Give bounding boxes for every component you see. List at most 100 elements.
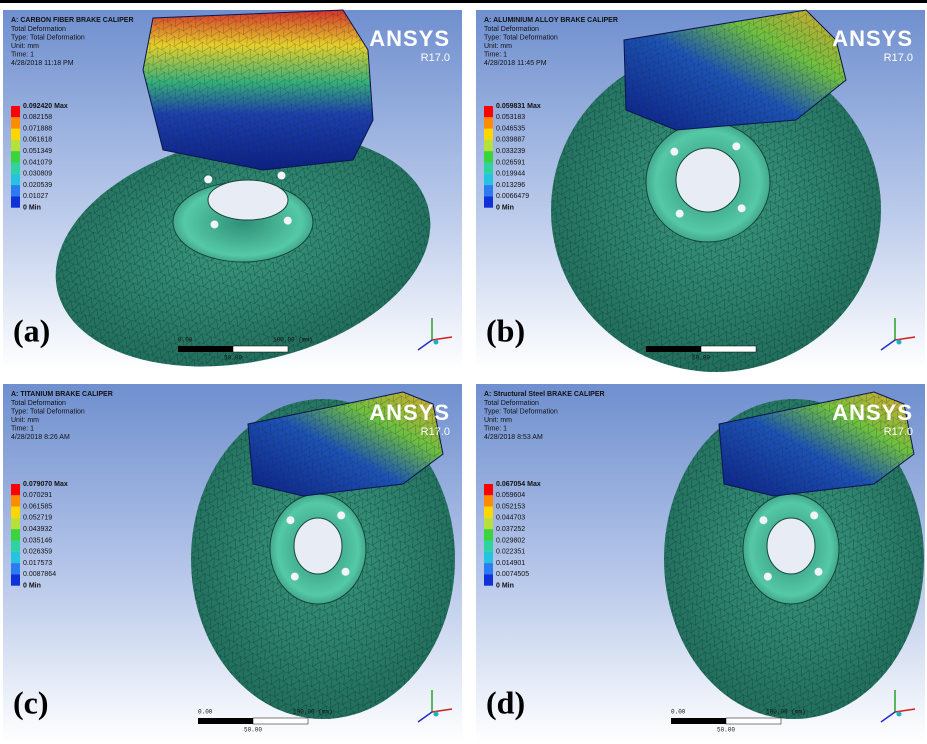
legend-swatch: [11, 563, 20, 575]
legend-swatch: [11, 162, 20, 174]
legend-label: 0.052719: [23, 515, 52, 522]
legend-swatch: [11, 128, 20, 140]
legend-swatch: [484, 506, 493, 518]
bolt-hole: [277, 171, 286, 180]
legend-swatch: [11, 117, 20, 129]
scale-bar-white: [700, 345, 757, 353]
legend-swatch: [484, 574, 493, 586]
top-rule: [0, 0, 927, 3]
triad-origin: [896, 339, 902, 345]
legend-swatch: [11, 185, 20, 197]
legend-swatch: [484, 128, 493, 140]
triad-x: [431, 708, 453, 713]
legend-swatch: [11, 106, 20, 118]
legend-swatch: [11, 196, 20, 208]
scale-bar-black: [178, 346, 233, 352]
triad-x: [894, 708, 916, 713]
header-line: Total Deformation: [484, 26, 539, 33]
bolt-hole: [204, 175, 213, 184]
legend-swatch: [11, 151, 20, 163]
header-line: 4/28/2018 8:53 AM: [484, 434, 543, 441]
legend-label: 0.020539: [23, 182, 52, 189]
legend-swatch: [484, 551, 493, 564]
legend-label: 0.061618: [23, 137, 52, 144]
scale-mid: 50.00: [244, 727, 262, 734]
legend-label: 0.092420 Max: [23, 103, 68, 110]
legend-label: 0.043932: [23, 526, 52, 533]
legend-swatch: [11, 173, 20, 186]
triad-z: [417, 711, 433, 723]
bolt-hole: [210, 220, 219, 229]
legend-swatch: [484, 484, 493, 496]
bolt-hole: [810, 511, 819, 520]
legend-label: 0.067054 Max: [496, 481, 541, 488]
legend-swatch: [11, 139, 20, 152]
hub-bore: [766, 517, 816, 575]
header-line: Type: Total Deformation: [484, 34, 558, 41]
triad-x: [431, 336, 453, 341]
legend-label: 0 Min: [23, 583, 41, 590]
legend-swatch: [484, 517, 493, 530]
triad-z: [417, 339, 433, 351]
scale-start: 0.00: [671, 709, 686, 716]
legend-label: 0.033239: [496, 148, 525, 155]
panel-label: (d): [486, 684, 525, 720]
logo-brand: ANSYS: [369, 26, 450, 51]
scale-bar-white: [725, 717, 782, 725]
legend-swatch: [484, 196, 493, 208]
legend-swatch: [484, 173, 493, 186]
header-line: Total Deformation: [484, 400, 539, 407]
legend-swatch: [11, 529, 20, 541]
bolt-hole: [763, 572, 772, 581]
legend-label: 0 Min: [496, 583, 514, 590]
scale-end: 100.00 (mm): [293, 709, 333, 716]
header-line: Time: 1: [484, 425, 507, 432]
header-line: Time: 1: [11, 425, 34, 432]
legend-label: 0.082158: [23, 114, 52, 121]
legend-swatch: [11, 551, 20, 564]
legend-swatch: [484, 139, 493, 152]
panel: A: ALUMINIUM ALLOY BRAKE CALIPER Total De…: [476, 9, 925, 372]
caliper-mesh: [719, 392, 914, 496]
legend-label: 0 Min: [496, 205, 514, 212]
hub-bore: [293, 517, 343, 575]
header-title: A: Structural Steel BRAKE CALIPER: [484, 391, 605, 398]
legend-label: 0.029802: [496, 537, 525, 544]
legend-label: 0.022351: [496, 549, 525, 556]
legend-swatch: [484, 117, 493, 129]
bolt-hole: [675, 209, 684, 218]
header-line: Type: Total Deformation: [11, 408, 85, 415]
triad-z: [880, 339, 896, 351]
legend-label: 0.039887: [496, 137, 525, 144]
bolt-hole: [290, 572, 299, 581]
panel-label: (c): [13, 684, 49, 720]
header-line: Unit: mm: [11, 417, 39, 424]
legend-label: 0.061585: [23, 503, 52, 510]
legend-swatch: [484, 529, 493, 541]
scale-bar-white: [252, 717, 309, 725]
panel: A: TITANIUM BRAKE CALIPER Total Deformati…: [3, 384, 462, 742]
scale-start: 0.00: [198, 709, 213, 716]
header-line: Unit: mm: [484, 417, 512, 424]
legend-swatch: [484, 563, 493, 575]
legend-label: 0.070291: [23, 492, 52, 499]
bolt-hole: [670, 147, 679, 156]
header-line: Type: Total Deformation: [484, 408, 558, 415]
legend-swatch: [484, 162, 493, 174]
legend-label: 0.0087864: [23, 571, 56, 578]
logo-version: R17.0: [884, 426, 913, 438]
legend-label: 0.044703: [496, 515, 525, 522]
triad-origin: [433, 339, 439, 345]
hub-bore: [207, 179, 289, 221]
caliper-mesh: [143, 10, 373, 170]
bolt-hole: [814, 567, 823, 576]
bolt-hole: [737, 204, 746, 213]
legend-label: 0.019944: [496, 171, 525, 178]
legend-label: 0 Min: [23, 205, 41, 212]
header-line: Time: 1: [11, 51, 34, 58]
legend-label: 0.026359: [23, 549, 52, 556]
legend-swatch: [11, 506, 20, 518]
header-line: 4/28/2018 8:26 AM: [11, 434, 70, 441]
legend-label: 0.071888: [23, 125, 52, 132]
